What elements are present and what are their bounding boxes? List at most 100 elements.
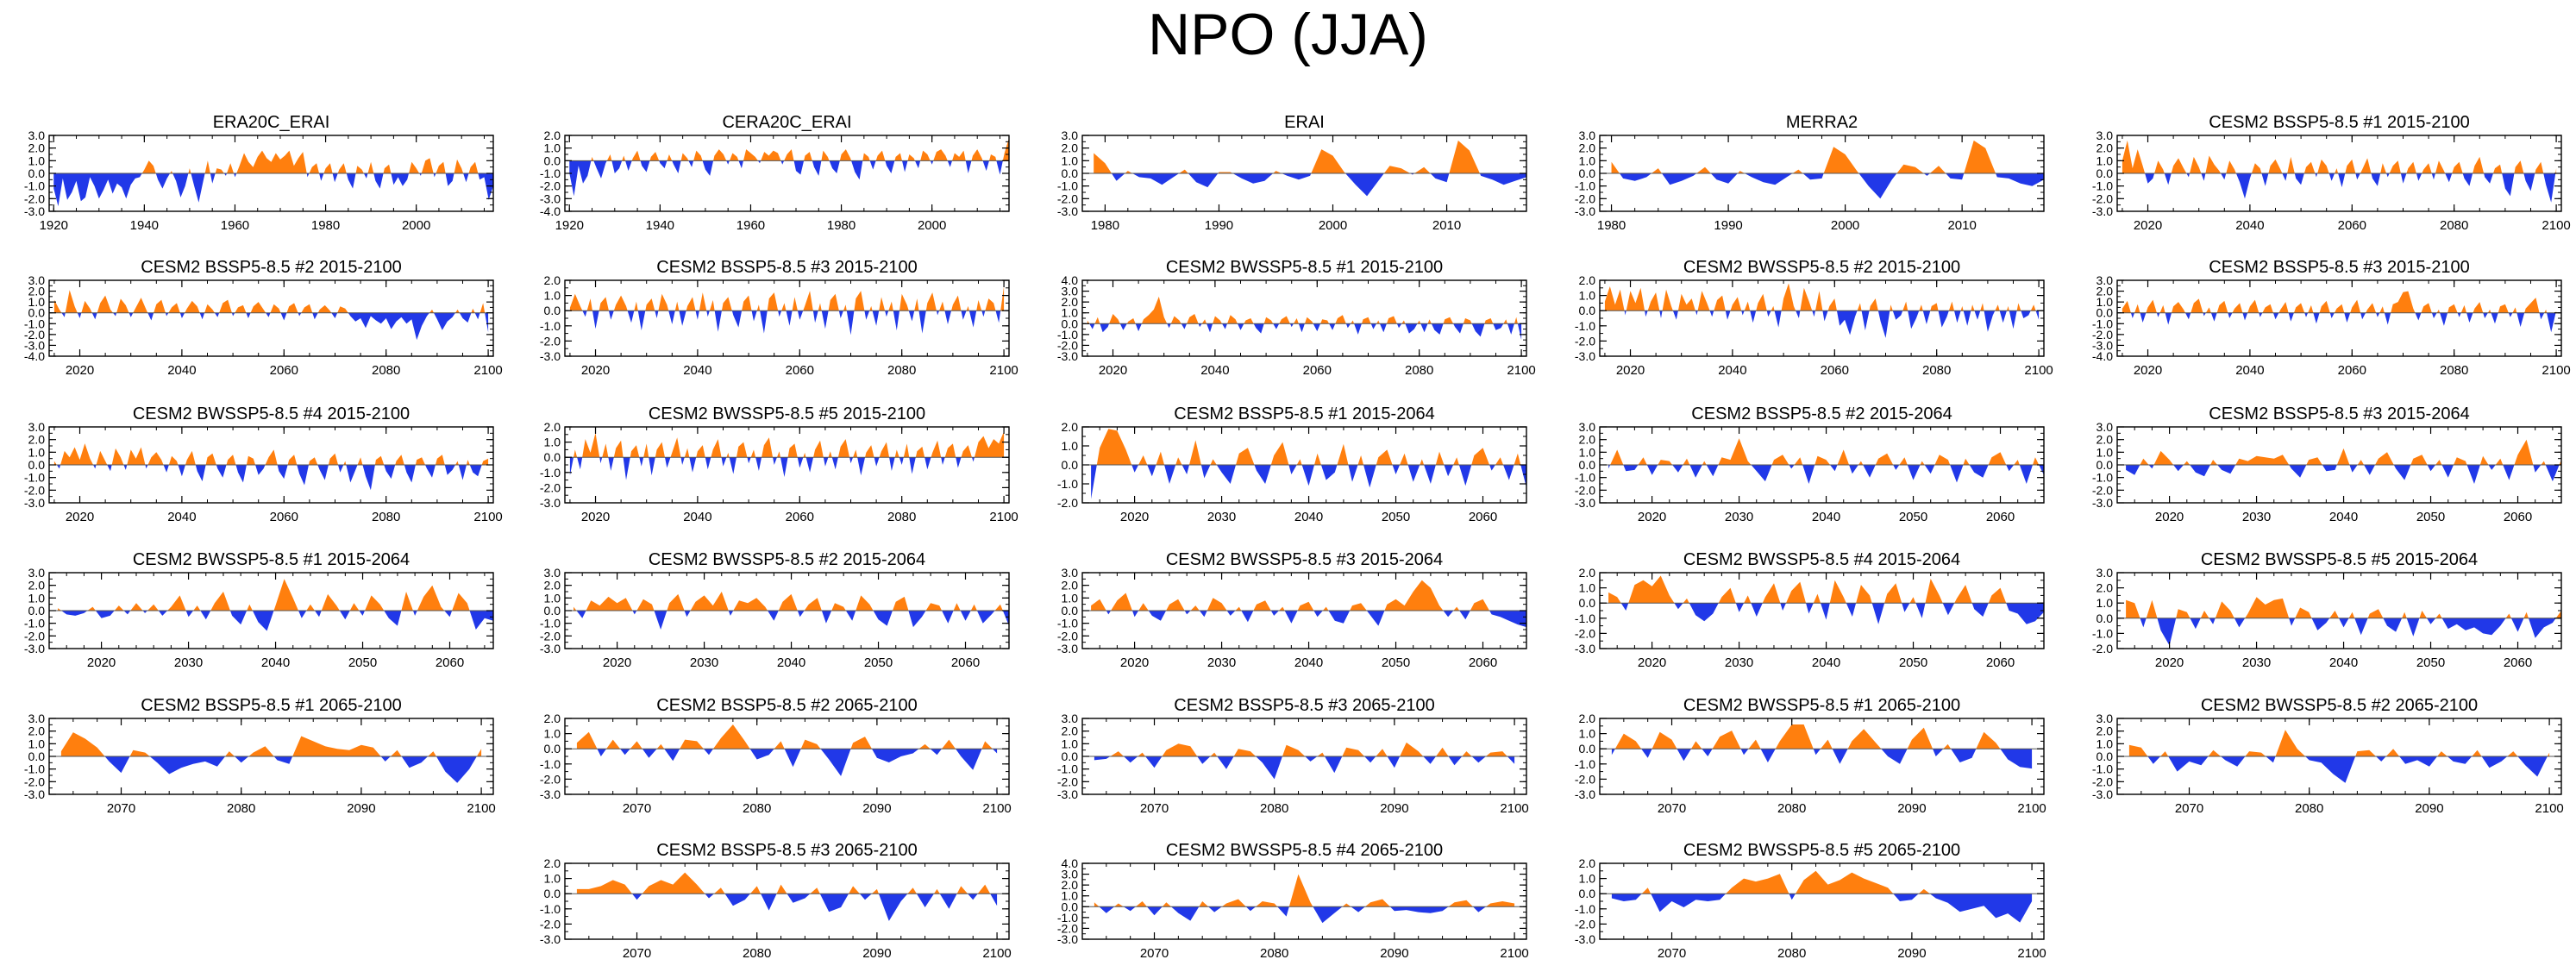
y-tick-label: -1.0 <box>540 319 561 333</box>
negative-anomaly-area <box>1091 611 1526 628</box>
y-tick-label: -1.0 <box>540 757 561 771</box>
positive-anomaly-area <box>53 443 489 465</box>
x-tick-label: 2020 <box>1638 655 1666 670</box>
plot-frame <box>564 862 1010 940</box>
panel-title: CESM2 BWSSP5-8.5 #3 2015-2064 <box>1166 550 1443 569</box>
x-tick-label: 2090 <box>347 801 375 816</box>
x-tick-label: 2030 <box>174 655 203 670</box>
x-tick-label: 2030 <box>1725 510 1753 524</box>
y-tick-label: 2.0 <box>2097 433 2114 447</box>
y-tick-label: -1.0 <box>1575 757 1595 771</box>
panel-22: CESM2 BSSP5-8.5 #2 2065-2100 2.0 1.00.0-1.… <box>540 696 1012 816</box>
y-tick-label: -2.0 <box>2092 191 2113 205</box>
positive-anomaly-area <box>1094 874 1515 907</box>
y-tick-label: 3.0 <box>1062 566 1079 580</box>
x-tick-label: 2060 <box>951 655 980 670</box>
y-tick-label: 2.0 <box>544 129 561 142</box>
x-tick-label: 2090 <box>862 946 891 961</box>
panel-16: CESM2 BWSSP5-8.5 #1 2015-2064 3.02.01.00.… <box>24 550 494 670</box>
y-tick-label: 3.0 <box>1062 129 1079 142</box>
y-tick-label: -3.0 <box>1575 787 1595 801</box>
positive-anomaly-area <box>1091 580 1526 611</box>
plot-frame <box>2116 572 2562 649</box>
x-tick-label: 1940 <box>646 218 674 233</box>
y-tick-label: -3.0 <box>2092 204 2113 218</box>
panel-title: CESM2 BSSP5-8.5 #3 2015-2100 <box>656 258 917 277</box>
y-tick-label: 2.0 <box>1579 433 1596 447</box>
x-tick-label: 2080 <box>2295 801 2323 816</box>
y-tick-label: -2.0 <box>540 772 561 786</box>
panel-title: CESM2 BSSP5-8.5 #2 2015-2064 <box>1691 404 1952 423</box>
y-tick-label: -3.0 <box>2092 787 2113 801</box>
y-tick-label: 1.0 <box>2097 596 2114 610</box>
x-tick-label: 2010 <box>1432 218 1461 233</box>
x-tick-label: 2100 <box>982 801 1011 816</box>
x-tick-label: 2000 <box>1831 218 1859 233</box>
y-tick-label: 4.0 <box>1062 273 1079 287</box>
y-tick-label: -2.0 <box>2092 642 2113 655</box>
panel-title: CESM2 BSSP5-8.5 #1 2015-2064 <box>1174 404 1434 423</box>
x-tick-label: 2060 <box>270 510 298 524</box>
x-tick-label: 2040 <box>1812 655 1840 670</box>
y-tick-label: -1.0 <box>2092 317 2113 330</box>
panel-27: CESM2 BWSSP5-8.5 #4 2065-2100 4.03.02.01.… <box>1057 841 1529 961</box>
x-tick-label: 2020 <box>1616 363 1645 378</box>
y-tick-label: -3.0 <box>1575 496 1595 510</box>
x-tick-label: 2050 <box>2416 510 2445 524</box>
plot-frame <box>1599 718 2045 795</box>
y-tick-label: -2.0 <box>1057 629 1078 643</box>
x-tick-label: 2080 <box>1260 801 1288 816</box>
positive-anomaly-area <box>58 579 493 611</box>
y-tick-label: 3.0 <box>2097 129 2114 142</box>
x-tick-label: 1980 <box>827 218 856 233</box>
panel-title: CESM2 BSSP5-8.5 #3 2065-2100 <box>656 841 917 860</box>
x-tick-label: 1920 <box>40 218 68 233</box>
y-tick-label: 3.0 <box>28 712 46 725</box>
y-tick-label: 2.0 <box>28 285 46 298</box>
negative-anomaly-area <box>1094 173 1526 197</box>
panel-title: CESM2 BWSSP5-8.5 #2 2015-2064 <box>649 550 925 569</box>
x-tick-label: 2080 <box>372 510 400 524</box>
y-tick-label: -4.0 <box>540 204 561 218</box>
x-tick-label: 2090 <box>1897 946 1926 961</box>
y-tick-label: 1.0 <box>1579 154 1596 167</box>
y-tick-label: 0.0 <box>1579 304 1596 317</box>
y-tick-label: 2.0 <box>2097 724 2114 738</box>
positive-anomaly-area <box>573 592 1009 611</box>
y-tick-label: -2.0 <box>2092 774 2113 788</box>
x-tick-label: 2070 <box>1140 801 1169 816</box>
positive-anomaly-area <box>1608 438 2044 465</box>
y-tick-label: -2.0 <box>2092 328 2113 342</box>
y-tick-label: 0.0 <box>2097 458 2114 472</box>
y-tick-label: -3.0 <box>540 932 561 946</box>
y-tick-label: -1.0 <box>1575 319 1595 333</box>
panel-7: CESM2 BSSP5-8.5 #3 2015-2100 2.0 1.00.0 -1.… <box>540 258 1018 378</box>
y-tick-label: -2.0 <box>1575 191 1595 205</box>
y-tick-label: 1.0 <box>2097 295 2114 309</box>
y-tick-label: 0.0 <box>28 306 46 320</box>
x-tick-label: 2060 <box>2504 655 2532 670</box>
y-tick-label: 0.0 <box>28 458 46 472</box>
x-tick-label: 2040 <box>261 655 290 670</box>
negative-anomaly-area <box>1624 310 2040 338</box>
x-tick-label: 2070 <box>1140 946 1169 961</box>
x-tick-label: 2080 <box>887 363 916 378</box>
panel-11: CESM2 BWSSP5-8.5 #4 2015-2100 3.02.01.00.… <box>24 404 503 524</box>
y-tick-label: 3.0 <box>28 129 46 142</box>
x-tick-label: 2020 <box>1638 510 1666 524</box>
positive-anomaly-area <box>1608 575 2044 604</box>
x-tick-label: 2040 <box>1718 363 1746 378</box>
panel-13: CESM2 BSSP5-8.5 #1 2015-2064 2.0 1.0 0.0 -1.… <box>1057 404 1527 524</box>
y-tick-label: 0.0 <box>1579 742 1596 756</box>
x-tick-label: 2060 <box>2338 363 2366 378</box>
y-tick-label: -1.0 <box>1575 611 1595 625</box>
x-tick-label: 2100 <box>2542 363 2570 378</box>
y-tick-label: 1.0 <box>2097 737 2114 750</box>
y-tick-label: 3.0 <box>28 566 46 580</box>
panel-10: CESM2 BSSP5-8.5 #3 2015-2100 3.02.01.00.0… <box>2092 258 2571 378</box>
x-tick-label: 2020 <box>1120 510 1149 524</box>
negative-anomaly-area <box>2128 756 2550 783</box>
y-tick-label: -1.0 <box>1057 762 1078 776</box>
y-tick-label: 0.0 <box>544 887 561 900</box>
y-tick-label: -3.0 <box>1575 204 1595 218</box>
